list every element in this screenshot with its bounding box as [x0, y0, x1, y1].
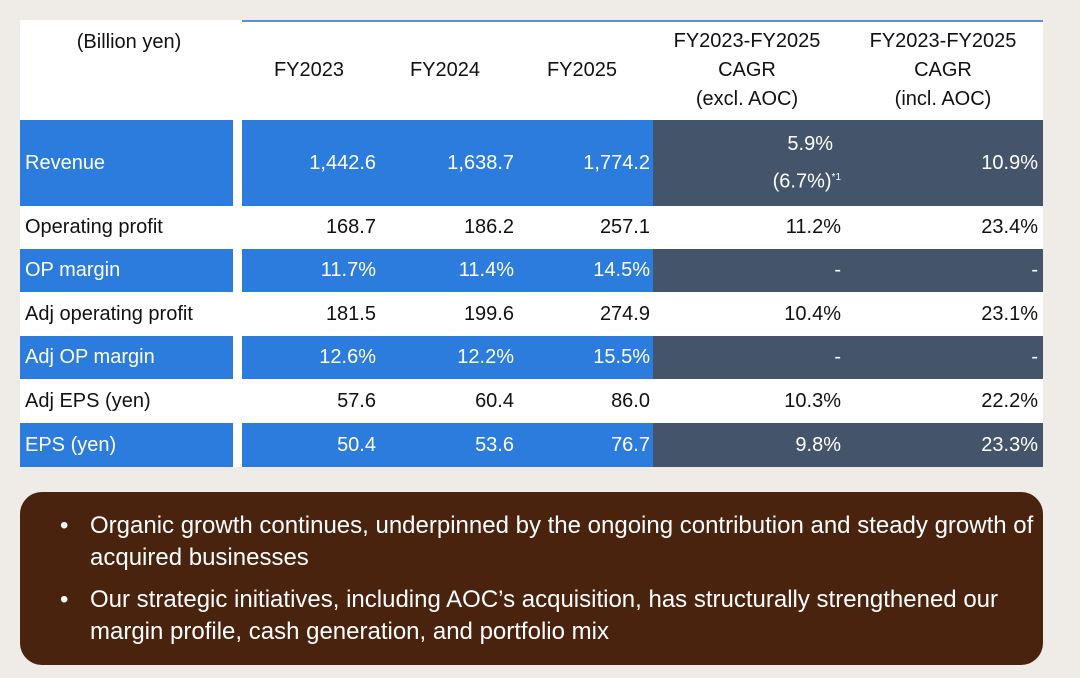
row-bg — [20, 423, 233, 467]
footnote-mark: *1 — [831, 172, 841, 184]
header-rule — [242, 20, 1043, 22]
col-cagr-incl-l3: (incl. AOC) — [894, 87, 992, 110]
cell-value: 5.9% — [787, 133, 833, 156]
cell-cagr-excl: 5.9% (6.7%)*1 — [653, 120, 843, 206]
cell-value: 11.2% — [785, 216, 841, 238]
cell-value: 23.1% — [981, 302, 1038, 325]
table-row: Adj EPS (yen) 57.6 60.4 86.0 10.3% 22.2% — [20, 379, 1043, 423]
cell-value: 50.4 — [337, 433, 376, 456]
row-label: Adj EPS (yen) — [25, 389, 151, 412]
row-bg-cagr — [653, 423, 1043, 467]
financial-table: (Billion yen) FY2023 FY2024 FY2025 FY202… — [20, 20, 1043, 467]
row-bg-cagr — [653, 120, 1043, 206]
table-row: Revenue 1,442.6 1,638.7 1,774.2 5.9% (6.7%)*1… — [20, 120, 1043, 206]
row-bg — [242, 249, 653, 292]
cell-value: 11.7% — [320, 259, 376, 281]
col-fy2025: FY2025 — [546, 58, 618, 81]
cell-value: 10.4% — [784, 302, 841, 325]
cell-value: 199.6 — [463, 302, 514, 325]
col-fy2023: FY2023 — [273, 58, 345, 81]
summary-box: • Organic growth continues, underpinned b… — [20, 492, 1043, 665]
cell-value: 10.9% — [981, 151, 1038, 174]
row-bg — [242, 336, 653, 379]
col-cagr-excl-l3: (excl. AOC) — [695, 87, 799, 110]
row-label: EPS (yen) — [25, 433, 117, 456]
table-row: Adj OP margin 12.6% 12.2% 15.5% - - — [20, 336, 1043, 379]
row-bg-cagr — [653, 336, 1043, 379]
cell-value: 168.7 — [325, 216, 376, 238]
cell-value: - — [1031, 346, 1038, 368]
cell-value: 186.2 — [463, 216, 514, 238]
cell-value: 9.8% — [795, 433, 841, 456]
row-label: Adj OP margin — [25, 346, 155, 368]
cell-value: 11.4% — [458, 259, 514, 281]
cell-value: 274.9 — [599, 302, 650, 325]
row-bg — [242, 423, 653, 467]
cell-value: 86.0 — [611, 389, 650, 412]
cell-sub: (6.7%) — [772, 170, 832, 193]
cell-value: 57.6 — [337, 389, 376, 412]
cell-value: - — [1031, 259, 1038, 281]
row-bg — [20, 336, 233, 379]
note-item: • Organic growth continues, underpinned b… — [60, 510, 1043, 574]
table-row: Adj operating profit 181.5 199.6 274.9 10.4%… — [20, 292, 1043, 336]
cell-value: 10.3% — [784, 389, 841, 412]
cell-value: 15.5% — [593, 346, 650, 368]
cell-value: 23.4% — [981, 216, 1038, 238]
row-bg — [20, 249, 233, 292]
unit-label: (Billion yen) — [76, 31, 182, 53]
row-bg — [242, 120, 653, 206]
cell-value: 53.6 — [475, 433, 514, 456]
cell-value: 14.5% — [593, 259, 650, 281]
cell-value: 1,442.6 — [309, 151, 376, 174]
header-row: (Billion yen) FY2023 FY2024 FY2025 FY202… — [20, 20, 1043, 120]
col-cagr-incl-l1: FY2023-FY2025 — [869, 29, 1017, 52]
cell-value: 12.6% — [319, 346, 376, 368]
row-bg-cagr — [653, 249, 1043, 292]
cell-value: 22.2% — [981, 389, 1038, 412]
cell-value: 23.3% — [981, 433, 1038, 456]
note-text: Organic growth continues, underpinned by… — [90, 512, 1034, 571]
cell-value: 76.7 — [611, 433, 650, 456]
row-bg — [20, 120, 233, 206]
row-label: Adj operating profit — [25, 302, 193, 325]
col-cagr-incl: FY2023-FY2025 CAGR (incl. AOC) — [843, 20, 1043, 120]
col-cagr-excl-l2: CAGR — [718, 58, 776, 81]
note-item: • Our strategic initiatives, including AO… — [60, 584, 1043, 648]
cell-value: 1,774.2 — [583, 151, 650, 174]
table-row: EPS (yen) 50.4 53.6 76.7 9.8% 23.3% — [20, 423, 1043, 467]
col-cagr-excl-l1: FY2023-FY2025 — [673, 29, 821, 52]
row-label: Operating profit — [25, 216, 163, 238]
row-label: Revenue — [25, 151, 106, 174]
bullet-icon: • — [60, 512, 69, 539]
table-row: Operating profit 168.7 186.2 257.1 11.2% 23.4… — [20, 206, 1043, 249]
cell-value: 60.4 — [475, 389, 514, 412]
cell-subvalue: (6.7%)*1 — [773, 161, 841, 199]
cell-value: 12.2% — [457, 346, 514, 368]
cell-value: 181.5 — [325, 302, 376, 325]
bullet-icon: • — [60, 586, 69, 613]
cell-value: - — [834, 259, 841, 281]
table-row: OP margin 11.7% 11.4% 14.5% - - — [20, 249, 1043, 292]
cell-value: - — [834, 346, 841, 368]
cell-value: 257.1 — [599, 216, 650, 238]
cell-value: 1,638.7 — [447, 151, 514, 174]
note-text: Our strategic initiatives, including AOC… — [90, 586, 999, 645]
col-fy2024: FY2024 — [409, 58, 481, 81]
col-cagr-excl: FY2023-FY2025 CAGR (excl. AOC) — [653, 20, 843, 120]
row-label: OP margin — [25, 259, 121, 281]
col-cagr-incl-l2: CAGR — [914, 58, 972, 81]
